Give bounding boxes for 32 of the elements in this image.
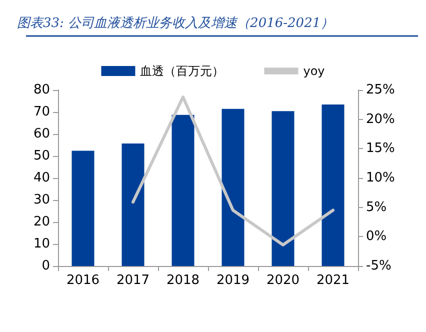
x-tick-label: 2020 bbox=[266, 273, 300, 288]
y-tick-label: 60 bbox=[33, 126, 50, 142]
bar bbox=[222, 108, 244, 266]
y-tick-label: 40 bbox=[33, 170, 50, 186]
x-tick-label: 2016 bbox=[66, 273, 100, 288]
y-tick-label: 50 bbox=[33, 148, 50, 164]
y2-tick-label: 5% bbox=[366, 200, 387, 215]
bar bbox=[72, 150, 94, 266]
y-tick-label: 80 bbox=[33, 82, 50, 98]
y-tick-label: 0 bbox=[42, 258, 50, 274]
y2-tick-label: 0% bbox=[366, 229, 387, 244]
y-tick-label: 20 bbox=[33, 214, 50, 230]
y-tick-label: 10 bbox=[33, 236, 50, 252]
bar bbox=[272, 111, 294, 266]
x-tick-label: 2019 bbox=[216, 273, 250, 288]
x-tick-label: 2018 bbox=[166, 273, 200, 288]
y-tick-label: 30 bbox=[33, 192, 50, 208]
legend-label: yoy bbox=[303, 64, 325, 78]
y-tick-label: 70 bbox=[33, 104, 50, 120]
line-series bbox=[132, 96, 334, 246]
x-tick-label: 2017 bbox=[116, 273, 150, 288]
legend-label: 血透（百万元） bbox=[140, 64, 224, 78]
chart-title: 图表33: 公司血液透析业务收入及增速（2016-2021） bbox=[17, 16, 334, 31]
y2-tick-label: 10% bbox=[366, 170, 395, 186]
x-tick-label: 2021 bbox=[316, 273, 350, 288]
bar bbox=[172, 114, 194, 266]
y2-tick-label: 25% bbox=[366, 82, 395, 98]
y2-tick-label: 15% bbox=[366, 141, 395, 156]
y2-tick-label: -5% bbox=[366, 258, 392, 274]
bar bbox=[322, 104, 344, 266]
y2-tick-label: 20% bbox=[366, 112, 395, 127]
bar bbox=[122, 143, 144, 266]
